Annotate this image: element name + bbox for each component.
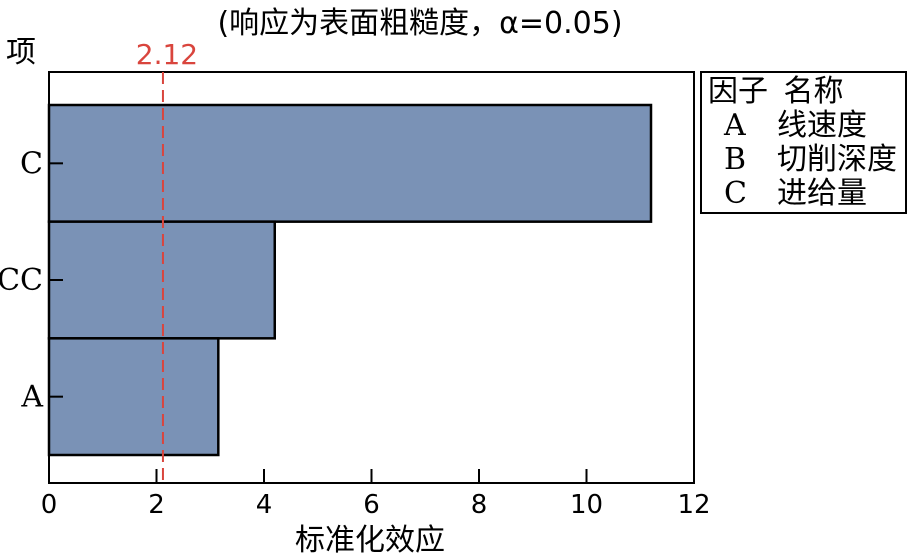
y-tick-label: CC: [0, 263, 43, 298]
x-tick-label: 10: [570, 490, 603, 520]
bar-cc: [47, 220, 276, 340]
legend-header: 因子 名称: [708, 75, 844, 109]
legend-header-factor: 因子: [708, 74, 768, 109]
x-tick-label: 2: [148, 490, 165, 520]
bar-c: [47, 103, 653, 223]
reference-line-label: 2.12: [136, 38, 198, 71]
legend-name: 线速度: [777, 108, 867, 143]
x-tick-label: 4: [256, 490, 273, 520]
bar-a: [47, 337, 220, 457]
y-axis-label: 项: [6, 35, 36, 70]
y-tick-label: A: [20, 380, 43, 415]
legend-row-a: A 线速度: [702, 109, 905, 143]
x-tick-label: 0: [41, 490, 58, 520]
legend-header-name: 名称: [783, 74, 844, 109]
legend-row-c: C 进给量: [702, 177, 905, 211]
x-axis-label: 标准化效应: [295, 523, 445, 558]
x-ticks-group: 0 2 4 6 8 10 12: [41, 469, 711, 520]
legend-code: B: [724, 142, 747, 177]
chart-title: (响应为表面粗糙度，α=0.05): [217, 6, 622, 41]
x-tick-label: 8: [471, 490, 488, 520]
bars-group: [47, 103, 653, 457]
legend-row-b: B 切削深度: [702, 143, 905, 177]
legend-name: 进给量: [777, 176, 867, 211]
legend-code: C: [724, 176, 747, 211]
y-tick-label: C: [20, 146, 43, 181]
x-tick-label: 6: [363, 490, 380, 520]
x-tick-label: 12: [677, 490, 710, 520]
legend: 因子 名称 A 线速度 B 切削深度 C 进给量: [700, 71, 907, 214]
legend-code: A: [724, 108, 746, 143]
legend-name: 切削深度: [777, 142, 897, 177]
